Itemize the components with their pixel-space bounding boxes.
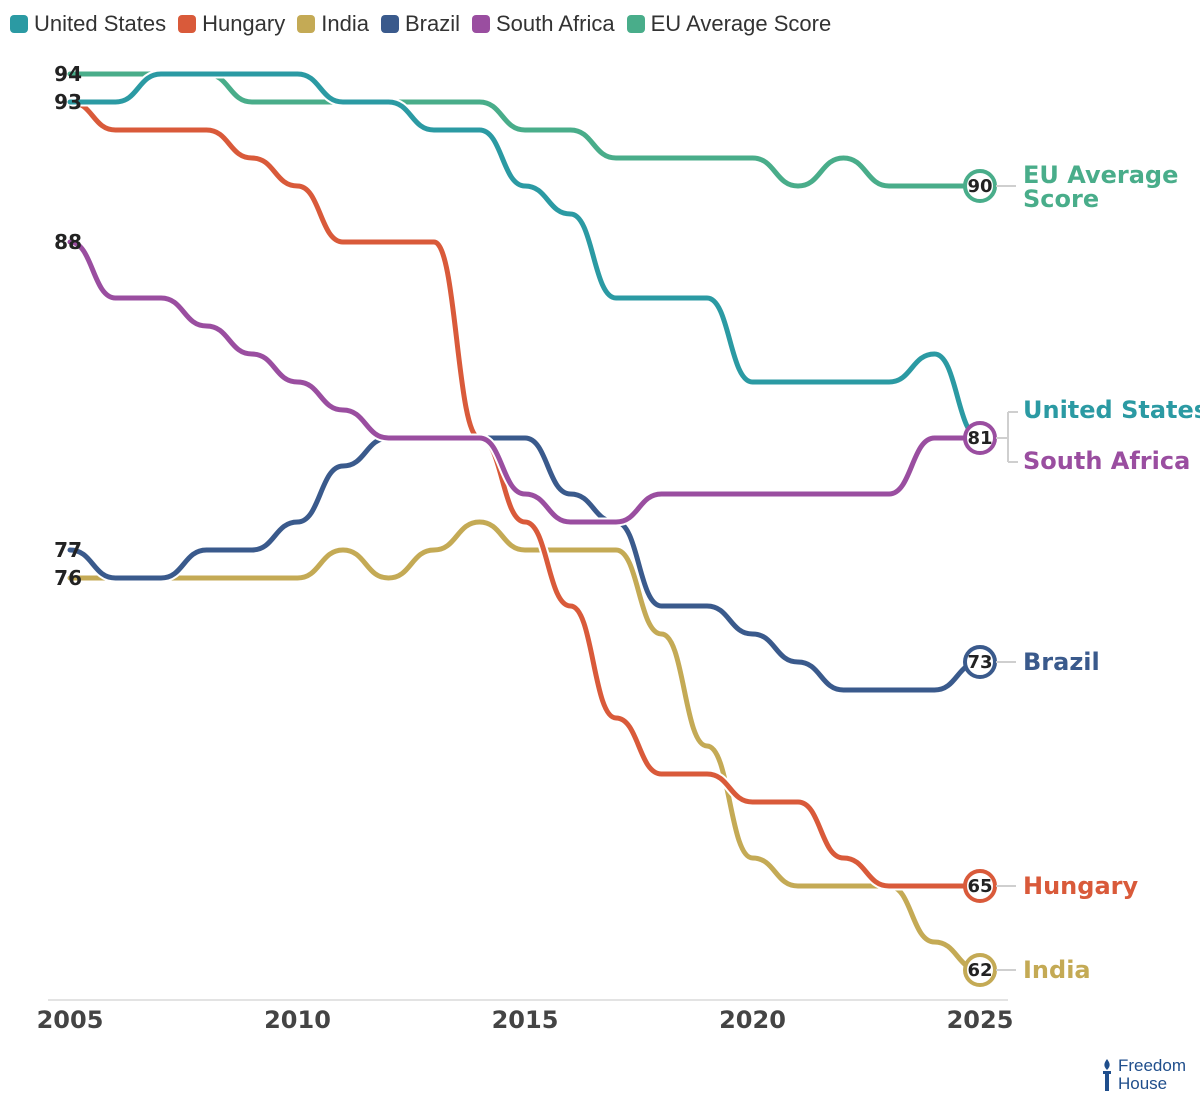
legend-item-india: India xyxy=(297,11,369,37)
series-line-united-states xyxy=(67,71,983,441)
legend-swatch xyxy=(10,15,28,33)
series-line-eu-average-score xyxy=(67,71,983,189)
end-marker xyxy=(963,169,997,203)
series-label-united-states: United States xyxy=(1023,396,1200,424)
torch-icon xyxy=(1102,1059,1111,1091)
series-line-brazil xyxy=(67,435,983,693)
series-line-hungary xyxy=(67,99,983,889)
legend-swatch xyxy=(297,15,316,33)
freedom-house-logo: Freedom House xyxy=(1100,1057,1186,1093)
legend-item-eu-average-score: EU Average Score xyxy=(626,11,832,37)
start-value-label: 77 xyxy=(54,538,82,562)
legend-label: EU Average Score xyxy=(650,11,832,36)
series-halo-india xyxy=(65,517,985,975)
series-label-line: EU Average xyxy=(1023,161,1178,189)
legend-item-hungary: Hungary xyxy=(178,11,285,37)
legend-item-south-africa: South Africa xyxy=(471,11,615,37)
series-halo-brazil xyxy=(65,433,985,695)
start-value-label: 76 xyxy=(54,566,82,590)
start-value-label: 94 xyxy=(54,62,82,86)
series-label-brazil: Brazil xyxy=(1023,648,1100,676)
series-label-india: India xyxy=(1023,956,1091,984)
legend-label: Brazil xyxy=(404,11,460,36)
end-marker xyxy=(963,421,997,455)
end-value-label: 73 xyxy=(967,652,992,673)
x-tick-label: 2025 xyxy=(947,1006,1014,1034)
legend-label: India xyxy=(321,11,369,36)
label-bracket xyxy=(996,411,1018,463)
end-marker xyxy=(963,953,997,987)
x-tick-label: 2020 xyxy=(719,1006,786,1034)
legend-item-united-states: United States xyxy=(10,11,166,37)
end-value-label: 62 xyxy=(967,960,992,981)
end-marker xyxy=(963,645,997,679)
series-line-india xyxy=(67,519,983,973)
start-value-label: 88 xyxy=(54,230,82,254)
x-tick-label: 2015 xyxy=(492,1006,559,1034)
legend-swatch xyxy=(471,15,490,33)
legend: United States Hungary India Brazil South Afr… xyxy=(10,8,843,40)
legend-item-brazil: Brazil xyxy=(380,11,460,37)
end-marker xyxy=(963,869,997,903)
series-label-south-africa: South Africa xyxy=(1023,447,1190,475)
legend-label: United States xyxy=(34,11,167,36)
series-line-south-africa xyxy=(67,239,983,525)
x-tick-label: 2010 xyxy=(264,1006,331,1034)
end-value-label: 65 xyxy=(967,876,992,897)
logo-line-1: Freedom xyxy=(1117,1056,1186,1075)
series-label-hungary: Hungary xyxy=(1023,872,1138,900)
legend-swatch xyxy=(380,15,399,33)
legend-swatch xyxy=(178,15,197,33)
start-value-label: 93 xyxy=(54,90,82,114)
legend-label: Hungary xyxy=(202,11,286,36)
series-label-line: Score xyxy=(1023,185,1099,213)
logo-text: Freedom House xyxy=(1118,1057,1186,1093)
x-tick-label: 2005 xyxy=(37,1006,104,1034)
logo-line-2: House xyxy=(1117,1074,1168,1093)
legend-swatch xyxy=(626,15,645,33)
end-value-label: 81 xyxy=(967,428,992,449)
series-label-eu-average-score: EU Average Score xyxy=(1023,161,1178,213)
legend-label: South Africa xyxy=(495,11,615,36)
end-value-label: 90 xyxy=(967,176,992,197)
